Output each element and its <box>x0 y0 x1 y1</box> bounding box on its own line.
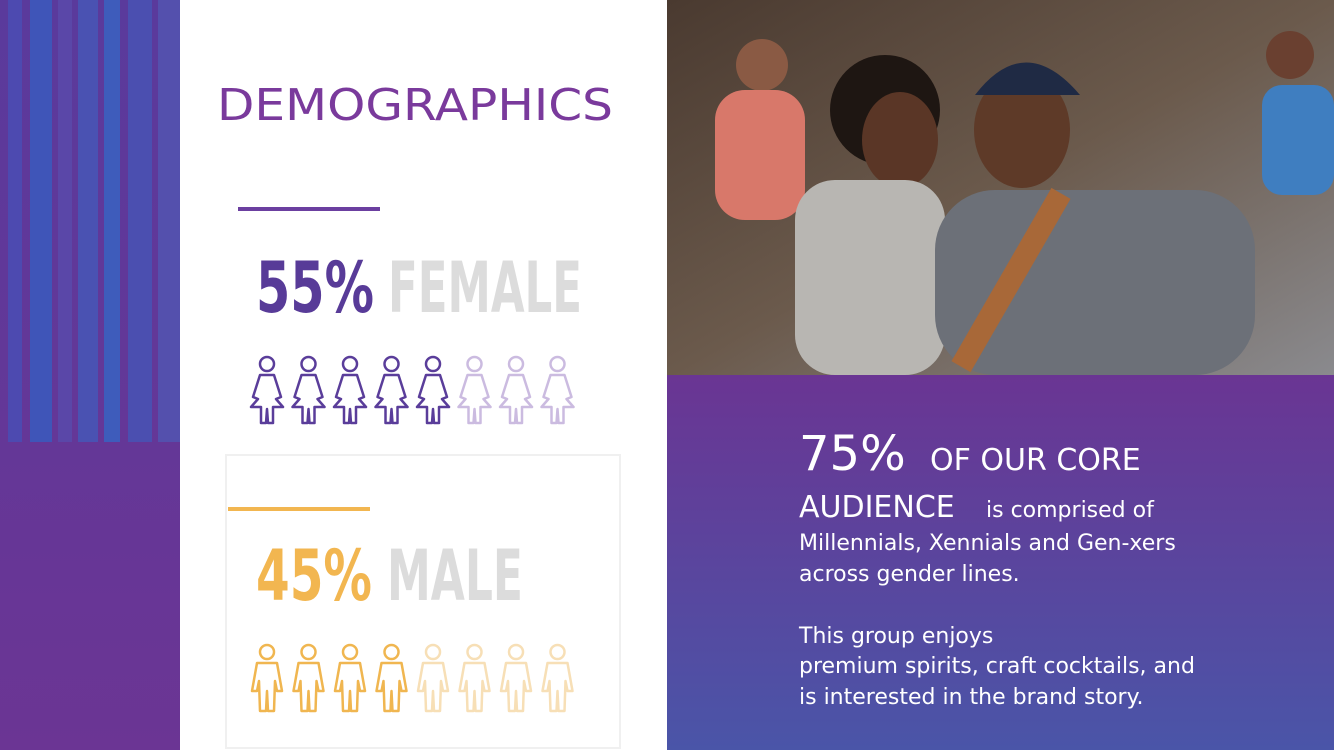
person-icon <box>498 355 534 425</box>
male-percent: 45% <box>256 535 372 617</box>
photo <box>667 0 1334 375</box>
male-icons <box>250 643 574 713</box>
body-line: across gender lines. <box>799 562 1020 587</box>
person-icon <box>457 355 492 425</box>
female-percent: 55% <box>256 247 374 329</box>
person-icon <box>332 355 368 425</box>
body-line: Millennials, Xennials and Gen-xers <box>799 531 1176 556</box>
male-box <box>225 454 621 749</box>
audience-heading: AUDIENCE <box>799 490 955 525</box>
person-icon <box>499 643 533 713</box>
rule <box>238 207 380 211</box>
person-icon <box>540 355 575 425</box>
info-text: 75% OF OUR CORE AUDIENCE is comprised of… <box>798 426 1195 710</box>
person-icon <box>415 355 451 425</box>
person-icon <box>249 355 285 425</box>
audience-percent: 75% <box>799 426 906 482</box>
female-label: FEMALE <box>388 247 582 329</box>
female-icons <box>249 355 575 425</box>
body-line: This group enjoys <box>798 624 993 649</box>
person-icon <box>374 355 409 425</box>
audience-heading: OF OUR CORE <box>930 443 1141 478</box>
male-label: MALE <box>387 535 523 617</box>
person-icon <box>292 643 325 713</box>
stripes <box>8 0 180 442</box>
title: DEMOGRAPHICS <box>217 80 613 131</box>
body-line: premium spirits, craft cocktails, and <box>799 654 1195 679</box>
rule <box>228 507 370 511</box>
person-icon <box>458 643 491 713</box>
person-icon <box>541 643 574 713</box>
body-line: is interested in the brand story. <box>799 685 1143 710</box>
person-icon <box>416 643 450 713</box>
person-icon <box>333 643 367 713</box>
info-panel <box>667 375 1334 750</box>
person-icon <box>250 643 284 713</box>
person-icon <box>375 643 408 713</box>
person-icon <box>291 355 326 425</box>
body-line: is comprised of <box>986 498 1155 523</box>
